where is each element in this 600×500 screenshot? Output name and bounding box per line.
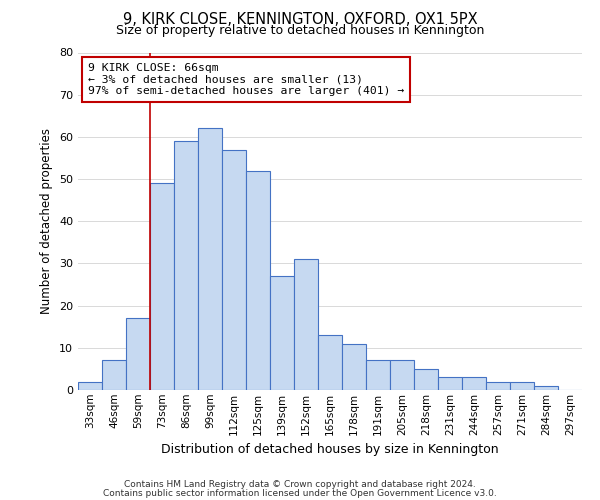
Bar — [222, 150, 246, 390]
Bar — [438, 378, 462, 390]
X-axis label: Distribution of detached houses by size in Kennington: Distribution of detached houses by size … — [161, 443, 499, 456]
Bar — [486, 382, 510, 390]
Text: Contains public sector information licensed under the Open Government Licence v3: Contains public sector information licen… — [103, 488, 497, 498]
Bar — [534, 386, 558, 390]
Bar — [246, 170, 270, 390]
Bar — [414, 369, 438, 390]
Bar — [366, 360, 390, 390]
Bar — [462, 378, 486, 390]
Text: Contains HM Land Registry data © Crown copyright and database right 2024.: Contains HM Land Registry data © Crown c… — [124, 480, 476, 489]
Bar — [318, 335, 342, 390]
Bar — [390, 360, 414, 390]
Bar — [174, 141, 198, 390]
Bar — [78, 382, 102, 390]
Bar — [102, 360, 126, 390]
Text: 9, KIRK CLOSE, KENNINGTON, OXFORD, OX1 5PX: 9, KIRK CLOSE, KENNINGTON, OXFORD, OX1 5… — [122, 12, 478, 28]
Text: Size of property relative to detached houses in Kennington: Size of property relative to detached ho… — [116, 24, 484, 37]
Bar — [198, 128, 222, 390]
Bar — [126, 318, 150, 390]
Bar — [294, 259, 318, 390]
Bar — [150, 184, 174, 390]
Bar — [270, 276, 294, 390]
Y-axis label: Number of detached properties: Number of detached properties — [40, 128, 53, 314]
Bar — [510, 382, 534, 390]
Bar — [342, 344, 366, 390]
Text: 9 KIRK CLOSE: 66sqm
← 3% of detached houses are smaller (13)
97% of semi-detache: 9 KIRK CLOSE: 66sqm ← 3% of detached hou… — [88, 62, 404, 96]
